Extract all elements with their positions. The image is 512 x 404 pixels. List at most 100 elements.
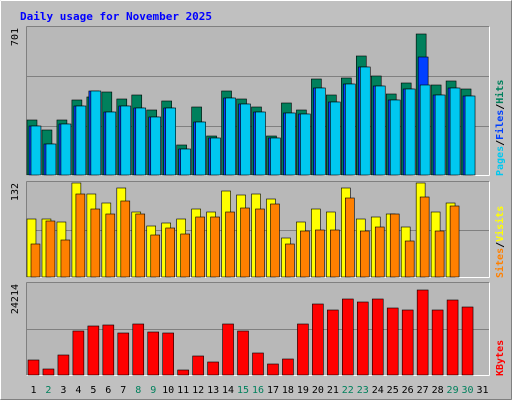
bar-kbytes-day-5	[87, 325, 100, 376]
day-label-9: 9	[150, 385, 156, 396]
bar-sites-day-9	[150, 234, 161, 278]
bar-pages-day-18	[285, 112, 296, 176]
bar-pages-day-4	[75, 105, 87, 176]
day-label-12: 12	[192, 385, 204, 396]
legend-files: Files	[494, 110, 506, 140]
day-label-27: 27	[417, 385, 429, 396]
panel-2-legend: KBytes	[495, 340, 506, 376]
bar-sites-day-22	[345, 197, 355, 278]
bar-sites-day-8	[135, 213, 146, 278]
legend-separator: /	[495, 242, 506, 248]
day-label-5: 5	[90, 385, 96, 396]
day-label-6: 6	[105, 385, 111, 396]
bar-pages-day-28	[434, 94, 446, 176]
bar-kbytes-day-19	[297, 323, 309, 376]
bar-sites-day-7	[120, 200, 131, 278]
day-label-7: 7	[120, 385, 126, 396]
day-label-18: 18	[282, 385, 294, 396]
bar-sites-day-28	[434, 230, 445, 278]
day-label-20: 20	[312, 385, 324, 396]
bar-pages-day-2	[45, 143, 57, 176]
bar-sites-day-25	[389, 213, 400, 278]
bar-kbytes-day-1	[27, 359, 40, 376]
bar-kbytes-day-3	[57, 354, 70, 376]
bar-kbytes-day-27	[416, 289, 429, 376]
day-label-17: 17	[267, 385, 279, 396]
bar-pages-day-5	[90, 90, 102, 176]
bar-pages-day-25	[389, 99, 401, 176]
panel-0-max-label: 701	[10, 28, 21, 46]
bar-kbytes-day-29	[446, 299, 459, 376]
bar-sites-day-27	[419, 196, 430, 278]
day-label-13: 13	[207, 385, 219, 396]
bar-kbytes-day-9	[147, 331, 160, 376]
bar-pages-day-19	[300, 113, 311, 176]
bar-sites-day-11	[180, 233, 190, 278]
bar-pages-day-26	[404, 88, 416, 176]
bar-sites-day-24	[374, 226, 385, 278]
day-label-19: 19	[297, 385, 309, 396]
day-label-11: 11	[177, 385, 189, 396]
bar-kbytes-day-12	[192, 355, 204, 376]
legend-pages: Pages	[495, 146, 506, 176]
bar-sites-day-14	[225, 211, 235, 278]
bar-kbytes-day-14	[222, 323, 234, 376]
day-label-2: 2	[45, 385, 51, 396]
bar-pages-day-27	[419, 84, 431, 176]
bar-sites-day-16	[255, 208, 265, 278]
bar-pages-day-1	[30, 125, 42, 176]
bar-sites-day-21	[330, 229, 340, 278]
bar-pages-day-10	[165, 107, 176, 176]
day-label-16: 16	[252, 385, 264, 396]
bar-pages-day-16	[255, 111, 266, 176]
bar-kbytes-day-26	[401, 309, 414, 376]
day-label-14: 14	[222, 385, 234, 396]
bar-sites-day-4	[75, 193, 86, 278]
bar-pages-day-22	[345, 83, 356, 176]
bar-pages-day-15	[240, 103, 251, 176]
day-label-28: 28	[432, 385, 444, 396]
bar-pages-day-8	[135, 107, 147, 176]
bar-kbytes-day-30	[461, 306, 474, 376]
bar-kbytes-day-8	[132, 323, 145, 376]
bar-kbytes-day-20	[312, 303, 324, 376]
day-label-3: 3	[60, 385, 66, 396]
legend-separator: /	[495, 104, 506, 110]
panel-1-legend: Sites/Visits	[494, 206, 506, 278]
bar-pages-day-21	[330, 101, 341, 176]
bar-kbytes-day-11	[177, 369, 189, 376]
bar-pages-day-3	[60, 123, 72, 176]
day-label-29: 29	[447, 385, 459, 396]
day-label-4: 4	[75, 385, 81, 396]
bar-kbytes-day-15	[237, 330, 249, 376]
bar-pages-day-24	[374, 85, 386, 176]
bar-sites-day-2	[45, 220, 56, 278]
bar-kbytes-day-2	[42, 368, 55, 376]
bar-sites-day-5	[90, 208, 101, 278]
legend-kbytes: KBytes	[495, 340, 506, 376]
bar-kbytes-day-16	[252, 352, 264, 376]
bar-pages-day-20	[315, 87, 326, 176]
bar-sites-day-15	[240, 207, 250, 278]
bar-sites-day-13	[210, 216, 220, 278]
bar-kbytes-day-28	[431, 309, 444, 376]
bar-sites-day-17	[270, 203, 280, 278]
bar-kbytes-day-4	[72, 330, 85, 376]
legend-hits: Hits	[494, 80, 506, 104]
day-label-21: 21	[327, 385, 339, 396]
day-label-24: 24	[372, 385, 384, 396]
day-label-26: 26	[402, 385, 414, 396]
bar-kbytes-day-24	[371, 298, 384, 376]
day-label-22: 22	[342, 385, 354, 396]
legend-sites: Sites	[494, 248, 506, 278]
bar-sites-day-26	[404, 240, 415, 278]
day-label-30: 30	[462, 385, 474, 396]
chart-title: Daily usage for November 2025	[20, 10, 212, 23]
bar-kbytes-day-23	[356, 301, 369, 376]
day-label-10: 10	[162, 385, 174, 396]
day-label-25: 25	[387, 385, 399, 396]
bar-sites-day-29	[449, 205, 460, 278]
panel-2-max-label: 24214	[10, 284, 21, 314]
